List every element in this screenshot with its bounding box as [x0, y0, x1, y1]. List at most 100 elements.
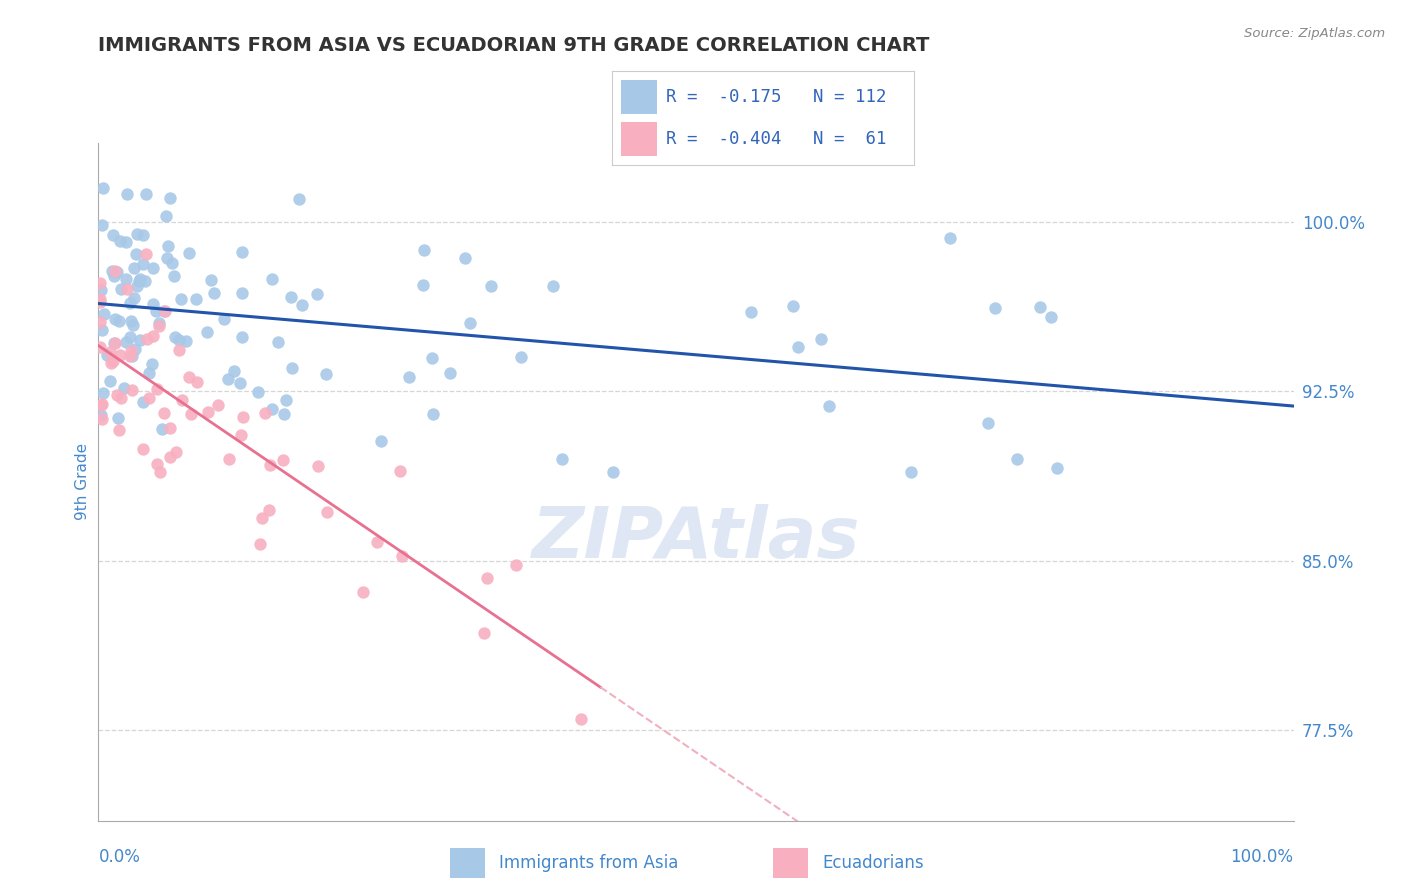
- Point: [90, 408, 112, 422]
- Point: [115, 235, 138, 249]
- Point: [281, 360, 304, 375]
- Point: [125, 227, 148, 241]
- Point: [110, 282, 132, 296]
- Point: [551, 451, 574, 466]
- Point: [212, 312, 235, 326]
- Point: [184, 292, 207, 306]
- Point: [177, 370, 200, 384]
- Point: [180, 407, 202, 421]
- Point: [138, 366, 160, 380]
- Point: [107, 314, 129, 328]
- Point: [1039, 310, 1062, 325]
- Point: [108, 423, 131, 437]
- Point: [142, 328, 165, 343]
- Point: [810, 332, 832, 346]
- Y-axis label: 9th Grade: 9th Grade: [75, 443, 90, 520]
- Point: [249, 537, 271, 551]
- Point: [127, 279, 149, 293]
- Point: [260, 402, 283, 417]
- Point: [114, 335, 136, 350]
- Point: [786, 340, 808, 354]
- Point: [177, 246, 200, 260]
- Point: [186, 375, 208, 389]
- Point: [132, 442, 155, 456]
- Point: [98, 344, 121, 359]
- Text: Immigrants from Asia: Immigrants from Asia: [499, 854, 679, 872]
- Point: [89, 294, 111, 309]
- Point: [146, 382, 169, 396]
- Point: [479, 278, 502, 293]
- Point: [89, 292, 111, 306]
- Point: [163, 268, 186, 283]
- Point: [98, 374, 121, 388]
- Point: [167, 333, 190, 347]
- Point: [142, 261, 165, 276]
- Point: [153, 304, 176, 318]
- Point: [569, 712, 592, 726]
- Point: [101, 354, 124, 368]
- Point: [110, 234, 132, 248]
- Point: [105, 388, 128, 402]
- Point: [977, 416, 1000, 430]
- Point: [472, 626, 495, 640]
- Text: Source: ZipAtlas.com: Source: ZipAtlas.com: [1244, 27, 1385, 40]
- Point: [101, 264, 124, 278]
- Point: [104, 311, 127, 326]
- Point: [152, 422, 174, 436]
- Point: [104, 335, 127, 350]
- Point: [159, 421, 181, 435]
- Point: [366, 535, 388, 549]
- Point: [170, 393, 193, 408]
- Bar: [620, 122, 657, 156]
- Point: [454, 251, 477, 265]
- Point: [108, 348, 131, 362]
- Point: [129, 272, 152, 286]
- Point: [120, 330, 142, 344]
- Point: [90, 218, 112, 232]
- Point: [121, 349, 143, 363]
- Point: [475, 571, 498, 585]
- Point: [231, 286, 253, 301]
- Text: 0.0%: 0.0%: [98, 847, 141, 866]
- Point: [266, 335, 288, 350]
- Point: [370, 434, 392, 448]
- Point: [217, 372, 239, 386]
- Point: [91, 323, 114, 337]
- Point: [121, 383, 143, 397]
- Point: [142, 297, 165, 311]
- Point: [938, 231, 960, 245]
- Point: [110, 391, 132, 405]
- Point: [229, 376, 252, 391]
- Text: R =  -0.175   N = 112: R = -0.175 N = 112: [666, 87, 887, 105]
- Point: [149, 465, 172, 479]
- Point: [202, 285, 225, 300]
- Point: [287, 192, 309, 206]
- Text: IMMIGRANTS FROM ASIA VS ECUADORIAN 9TH GRADE CORRELATION CHART: IMMIGRANTS FROM ASIA VS ECUADORIAN 9TH G…: [98, 36, 929, 54]
- Point: [100, 356, 122, 370]
- Point: [115, 187, 138, 202]
- Point: [141, 357, 163, 371]
- Point: [148, 317, 170, 331]
- Point: [510, 351, 533, 365]
- Point: [273, 407, 295, 421]
- Point: [91, 385, 114, 400]
- Point: [132, 228, 155, 243]
- Point: [165, 330, 187, 344]
- Point: [413, 243, 436, 257]
- Text: Ecuadorians: Ecuadorians: [823, 854, 924, 872]
- Point: [307, 459, 329, 474]
- Point: [118, 349, 141, 363]
- Text: ZIPAtlas: ZIPAtlas: [531, 504, 860, 573]
- Point: [207, 398, 229, 412]
- Point: [125, 247, 148, 261]
- Point: [291, 298, 314, 312]
- Text: 100.0%: 100.0%: [1230, 847, 1294, 866]
- Point: [167, 343, 190, 357]
- Point: [315, 367, 337, 381]
- Point: [1029, 300, 1052, 314]
- Point: [101, 228, 124, 243]
- Point: [218, 452, 240, 467]
- Point: [117, 282, 139, 296]
- Point: [128, 333, 150, 347]
- Point: [155, 209, 177, 223]
